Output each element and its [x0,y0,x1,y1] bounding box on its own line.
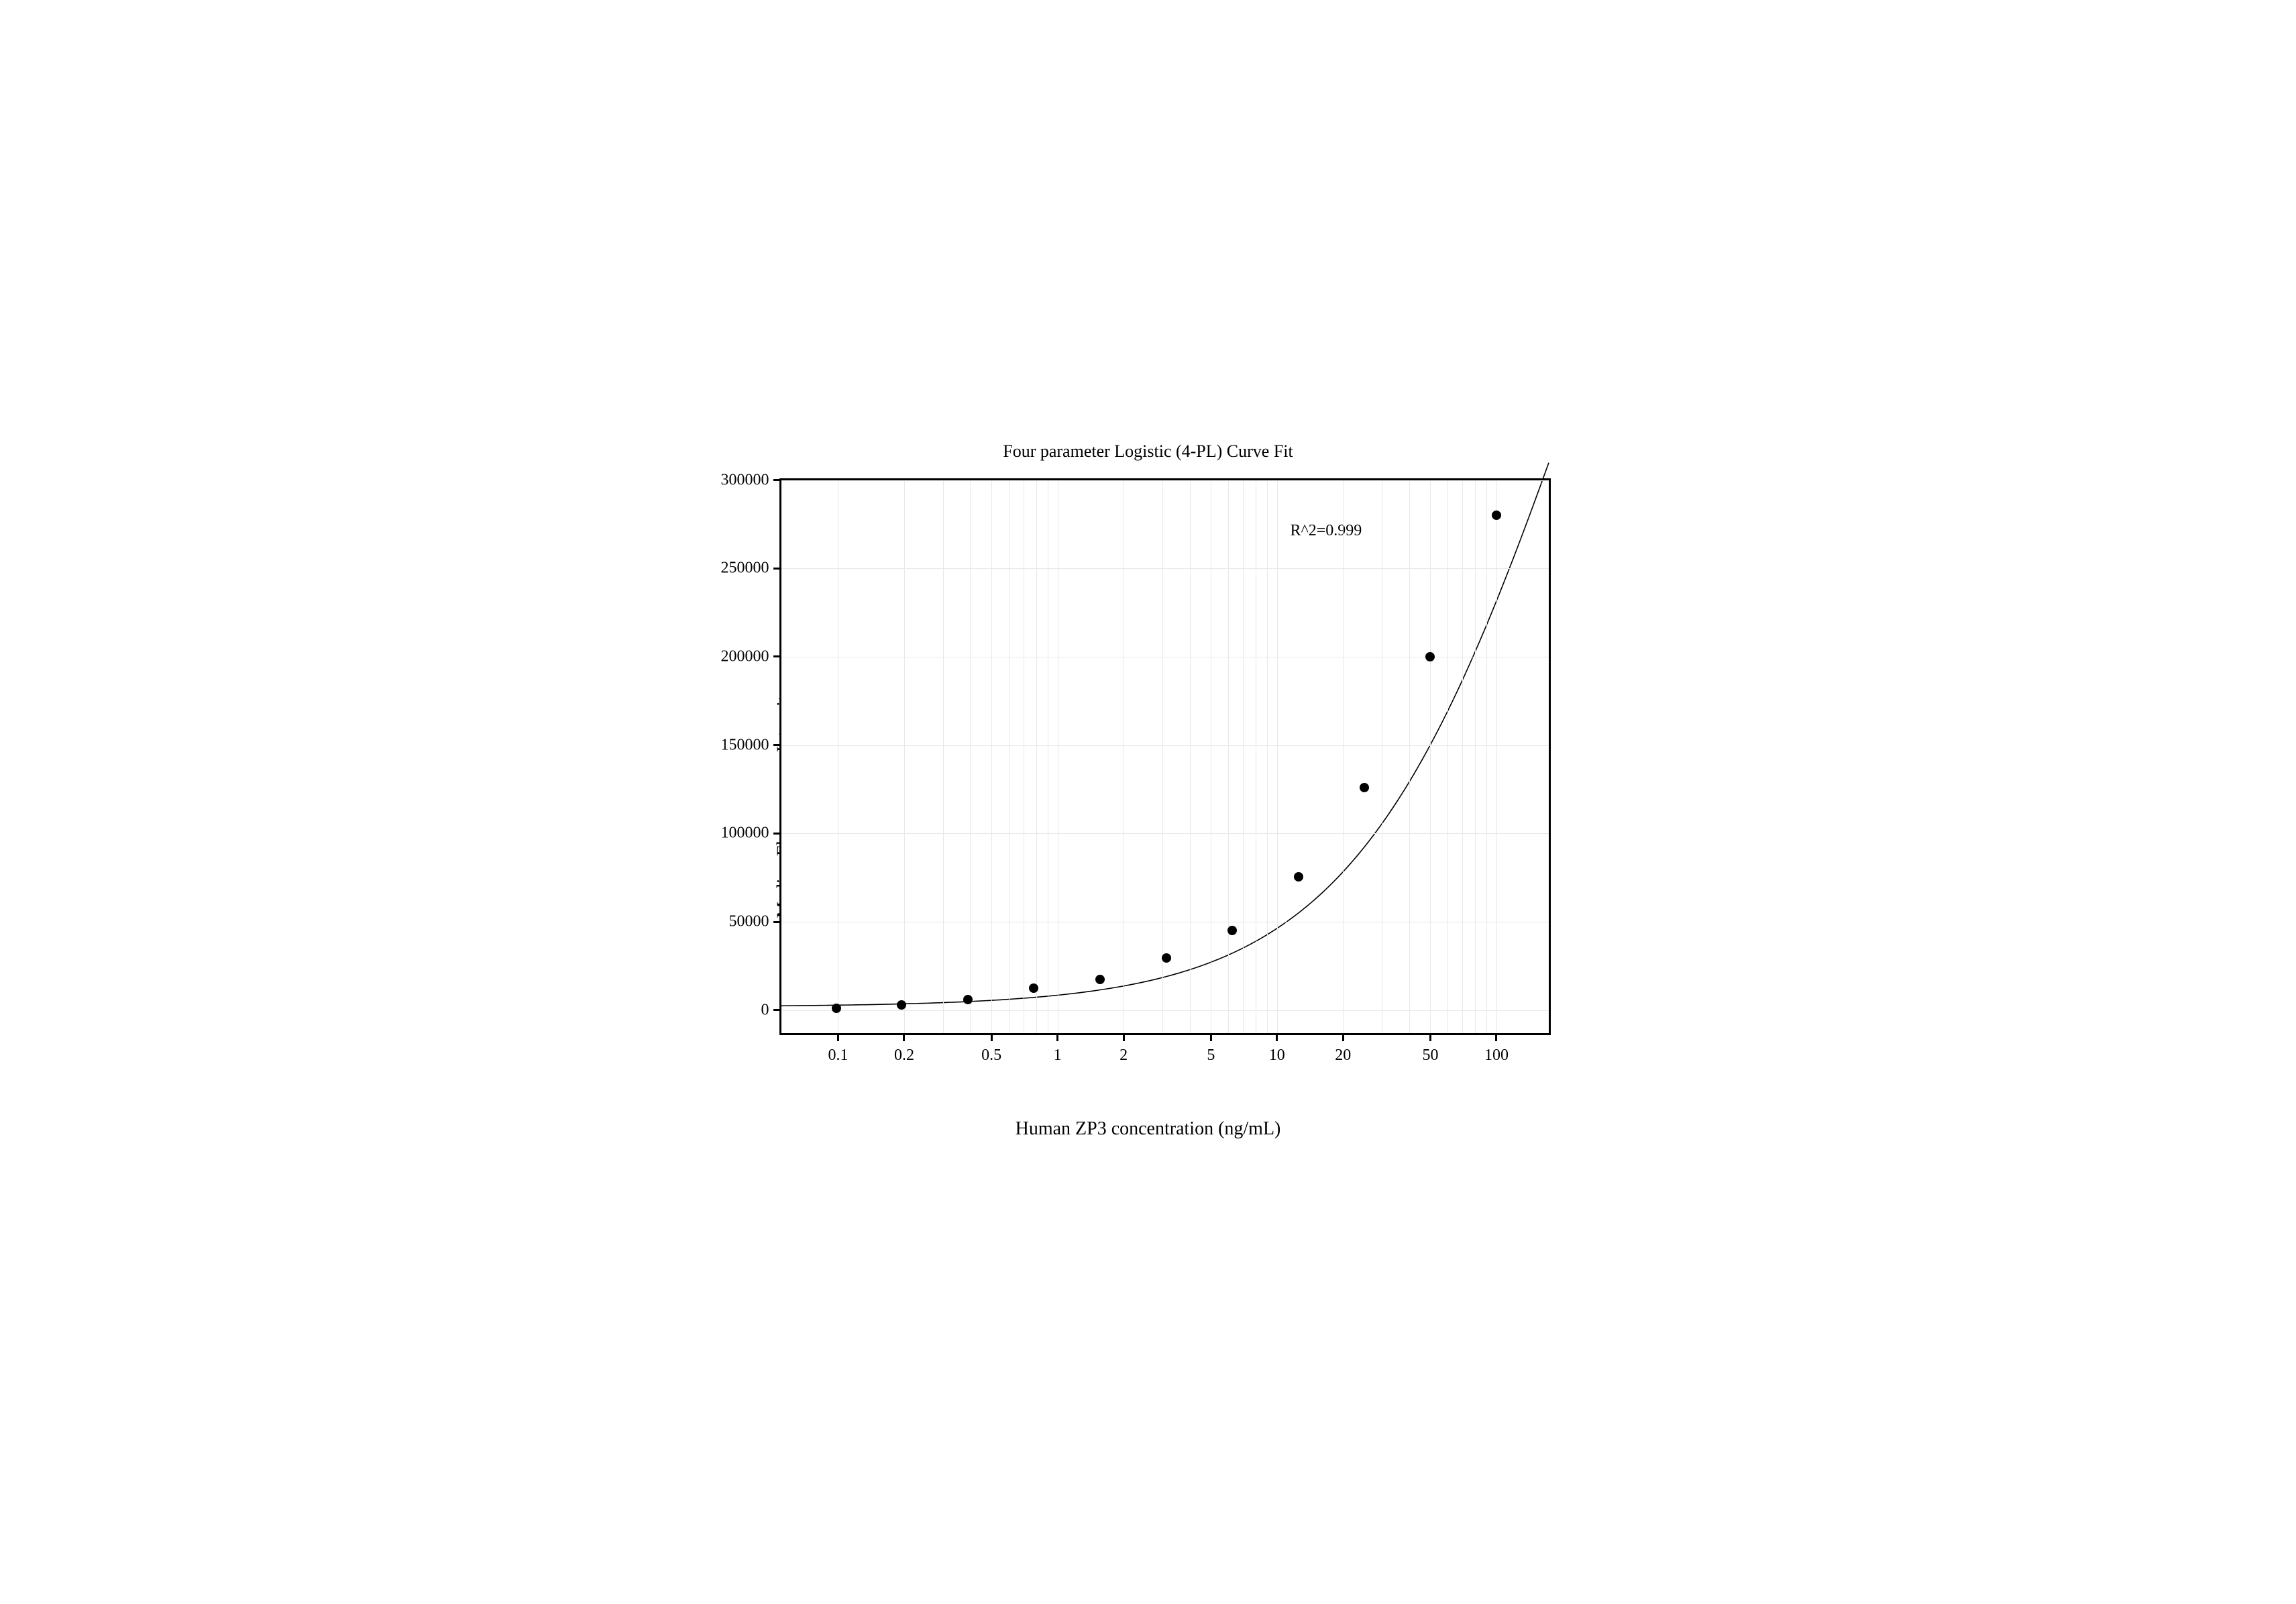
grid-line-vertical-minor [1267,480,1268,1033]
x-tick [837,1033,839,1041]
curve-path [781,462,1549,1006]
x-tick [1056,1033,1058,1041]
grid-line-vertical [1496,480,1497,1033]
x-tick [1429,1033,1431,1041]
grid-line-horizontal [781,745,1549,746]
x-axis-title: Human ZP3 concentration (ng/mL) [632,1118,1665,1140]
grid-line-vertical-minor [1486,480,1487,1033]
x-tick [1495,1033,1497,1041]
x-tick-label: 5 [1207,1047,1215,1065]
data-point [1425,652,1435,661]
grid-line-horizontal [781,833,1549,834]
y-tick-label: 250000 [721,559,769,578]
grid-line-vertical [1277,480,1278,1033]
chart-container: Four parameter Logistic (4-PL) Curve Fit… [632,441,1665,1163]
x-tick [991,1033,993,1041]
data-point [963,995,973,1004]
grid-line-vertical-minor [1409,480,1410,1033]
y-tick [773,655,781,657]
x-tick-label: 0.1 [828,1047,848,1065]
y-tick-label: 300000 [721,471,769,489]
grid-line-vertical-minor [1462,480,1463,1033]
grid-line-vertical-minor [1162,480,1163,1033]
y-tick [773,744,781,746]
grid-line-horizontal [781,568,1549,569]
y-tick-label: 150000 [721,736,769,754]
x-tick [1123,1033,1125,1041]
x-tick-label: 20 [1335,1047,1351,1065]
data-point [1492,511,1501,520]
y-tick [773,568,781,570]
grid-line-horizontal [781,1010,1549,1011]
grid-line-vertical-minor [1036,480,1037,1033]
plot-area: R^2=0.999 050000100000150000200000250000… [779,478,1551,1035]
grid-line-vertical-minor [1190,480,1191,1033]
grid-line-vertical [1430,480,1431,1033]
data-point [1029,983,1038,993]
chart-title: Four parameter Logistic (4-PL) Curve Fit [632,441,1665,462]
y-tick [773,833,781,835]
x-tick-label: 0.5 [981,1047,1001,1065]
data-point [1360,783,1369,792]
grid-line-vertical [1343,480,1344,1033]
x-tick-label: 10 [1269,1047,1285,1065]
grid-line-vertical-minor [1243,480,1244,1033]
grid-line-vertical-minor [970,480,971,1033]
y-tick [773,921,781,923]
x-tick [1342,1033,1344,1041]
y-tick-label: 200000 [721,647,769,665]
data-point [897,1000,906,1010]
y-tick-label: 0 [761,1001,769,1019]
x-tick-label: 0.2 [894,1047,914,1065]
x-tick [1276,1033,1278,1041]
data-point [1294,872,1303,881]
data-point [1227,926,1237,935]
fit-curve [781,480,1549,1033]
x-tick-label: 2 [1119,1047,1128,1065]
y-tick-label: 100000 [721,824,769,843]
x-tick [1210,1033,1212,1041]
y-tick [773,479,781,481]
data-point [1095,975,1105,984]
grid-line-vertical-minor [1475,480,1476,1033]
y-tick-label: 50000 [729,913,769,931]
x-tick-label: 1 [1054,1047,1062,1065]
y-tick [773,1009,781,1011]
x-tick [903,1033,905,1041]
grid-line-vertical [904,480,905,1033]
data-point [1162,953,1171,963]
data-point [832,1004,841,1013]
grid-line-vertical [991,480,992,1033]
grid-line-vertical-minor [1228,480,1229,1033]
grid-line-horizontal [781,480,1549,481]
x-tick-label: 100 [1484,1047,1509,1065]
grid-line-vertical-minor [943,480,944,1033]
grid-line-vertical-minor [1447,480,1448,1033]
r-squared-annotation: R^2=0.999 [1291,522,1362,540]
x-tick-label: 50 [1422,1047,1438,1065]
